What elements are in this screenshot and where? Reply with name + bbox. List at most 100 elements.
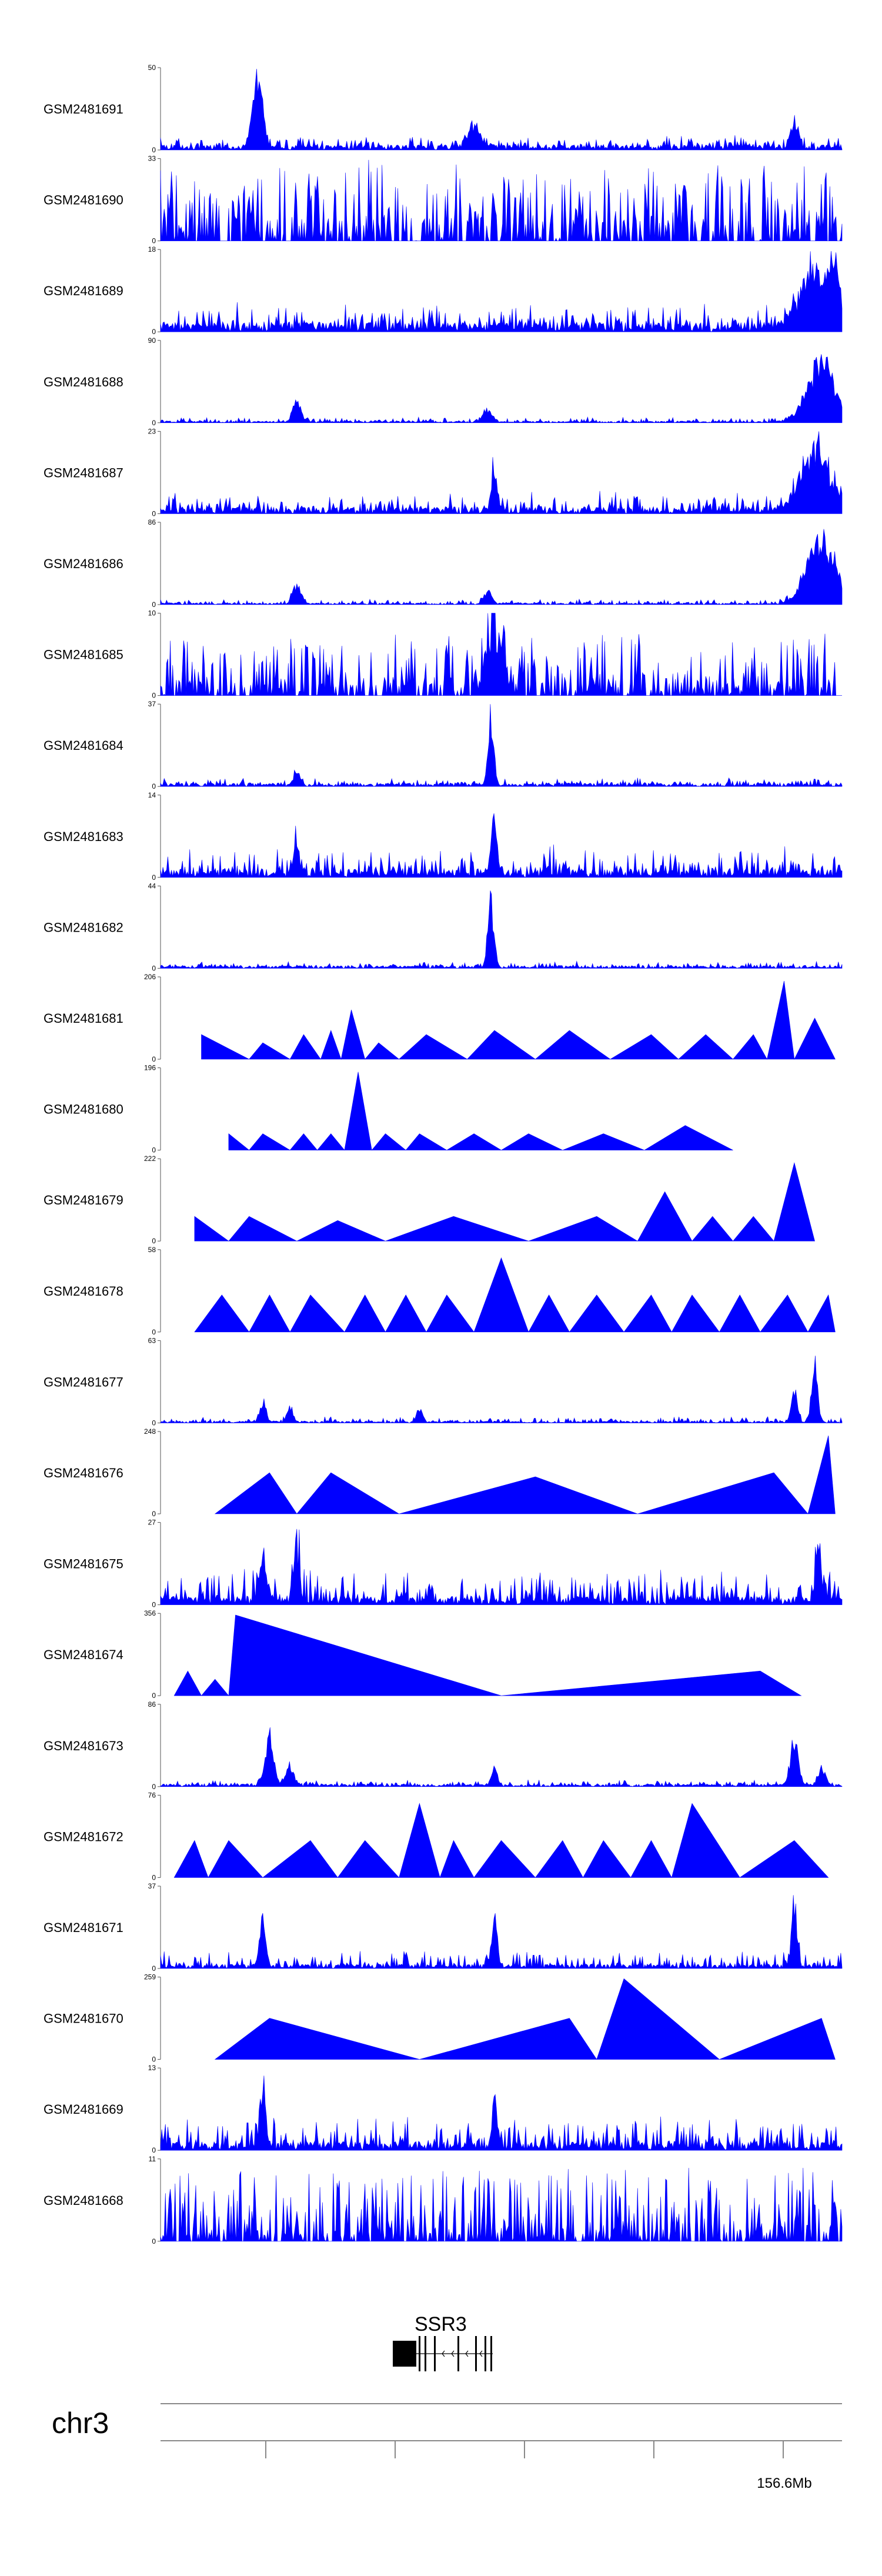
track-label: GSM2481675 [44,1557,123,1571]
track: GSM2481681 206 0 [44,973,836,1063]
track-label: GSM2481681 [44,1011,123,1026]
track-label: GSM2481676 [44,1466,123,1480]
track-label: GSM2481683 [44,829,123,844]
track: GSM2481689 18 0 [44,245,843,336]
y-zero-label: 0 [152,600,156,609]
coverage-area [160,354,843,423]
y-zero-label: 0 [152,692,156,700]
y-max-label: 37 [148,1882,156,1890]
track-label: GSM2481670 [44,2011,123,2026]
track-label: GSM2481690 [44,193,123,208]
strand-arrow-icon [479,2350,483,2357]
coverage-area [160,431,843,515]
track: GSM2481676 248 0 [44,1427,836,1518]
coverage-area [160,890,843,969]
y-zero-label: 0 [152,1419,156,1427]
gene-utr-exon [393,2341,416,2367]
strand-arrow-icon [442,2350,445,2357]
coverage-area [160,159,843,242]
coverage-area [160,1727,843,1787]
y-zero-label: 0 [152,1783,156,1791]
coverage-area [173,1614,802,1696]
coverage-area [160,2168,843,2242]
y-max-label: 27 [148,1519,156,1527]
y-zero-label: 0 [152,1055,156,1063]
y-max-label: 76 [148,1791,156,1799]
coverage-tracks: GSM2481691500GSM2481690330GSM2481689180G… [44,64,843,2245]
track-label: GSM2481673 [44,1739,123,1753]
track: GSM2481677 63 0 [44,1336,843,1427]
track-label: GSM2481669 [44,2102,123,2117]
y-max-label: 13 [148,2064,156,2072]
coverage-area [160,2076,843,2151]
gene-exon [457,2336,459,2371]
track-label: GSM2481668 [44,2193,123,2208]
track-label: GSM2481672 [44,1829,123,1844]
y-zero-label: 0 [152,146,156,154]
coverage-area [160,1356,843,1424]
y-zero-label: 0 [152,1601,156,1609]
y-zero-label: 0 [152,1328,156,1336]
track-label: GSM2481679 [44,1193,123,1207]
track: GSM2481678 58 0 [44,1246,836,1336]
track: GSM2481673 86 0 [44,1700,843,1791]
track: GSM2481690 33 0 [44,155,843,245]
y-max-label: 50 [148,64,156,72]
track: GSM2481675 27 0 [44,1519,843,1609]
y-zero-label: 0 [152,873,156,882]
y-zero-label: 0 [152,2146,156,2154]
gene-exon [475,2336,477,2371]
track-label: GSM2481674 [44,1647,123,1662]
coverage-area [160,1895,843,1969]
track: GSM2481679 222 0 [44,1154,815,1245]
track: GSM2481685 10 0 [44,609,842,700]
track-label: GSM2481671 [44,1920,123,1935]
coverage-area [194,1257,836,1333]
y-zero-label: 0 [152,2056,156,2064]
y-max-label: 14 [148,791,156,799]
track-label: GSM2481686 [44,556,123,571]
coverage-area [228,1072,733,1151]
chromosome-label: chr3 [52,2407,109,2440]
track-label: GSM2481677 [44,1374,123,1389]
coverage-area [173,1803,829,1878]
gene-label: SSR3 [415,2313,467,2335]
track-label: GSM2481691 [44,102,123,116]
coverage-area [214,1435,836,1514]
track: GSM2481670 259 0 [44,1973,836,2064]
track: GSM2481686 86 0 [44,518,843,609]
track-label: GSM2481684 [44,738,123,753]
track: GSM2481674 356 0 [44,1609,802,1700]
y-max-label: 44 [148,882,156,890]
coverage-area [160,613,842,696]
y-zero-label: 0 [152,328,156,336]
y-max-label: 222 [144,1154,156,1163]
y-max-label: 63 [148,1336,156,1344]
track: GSM2481683 14 0 [44,791,843,882]
track-label: GSM2481682 [44,920,123,935]
y-max-label: 18 [148,245,156,253]
track-label: GSM2481678 [44,1284,123,1299]
gene-annotation: SSR3 [393,2313,493,2371]
chromosome-axis: chr3 156.6Mb [52,2403,842,2491]
y-max-label: 10 [148,609,156,618]
y-zero-label: 0 [152,419,156,427]
gene-exon [425,2336,426,2371]
coverage-area [160,69,843,151]
y-max-label: 58 [148,1246,156,1254]
y-zero-label: 0 [152,1146,156,1154]
y-max-label: 33 [148,155,156,163]
y-zero-label: 0 [152,1873,156,1881]
y-zero-label: 0 [152,1510,156,1518]
y-max-label: 86 [148,1700,156,1709]
y-zero-label: 0 [152,964,156,972]
track: GSM2481672 76 0 [44,1791,829,1881]
track: GSM2481684 37 0 [44,700,843,790]
coverage-area [214,1978,836,2060]
track-label: GSM2481688 [44,375,123,389]
y-max-label: 259 [144,1973,156,1981]
y-max-label: 90 [148,336,156,345]
track-label: GSM2481685 [44,648,123,662]
gene-exon [419,2336,420,2371]
